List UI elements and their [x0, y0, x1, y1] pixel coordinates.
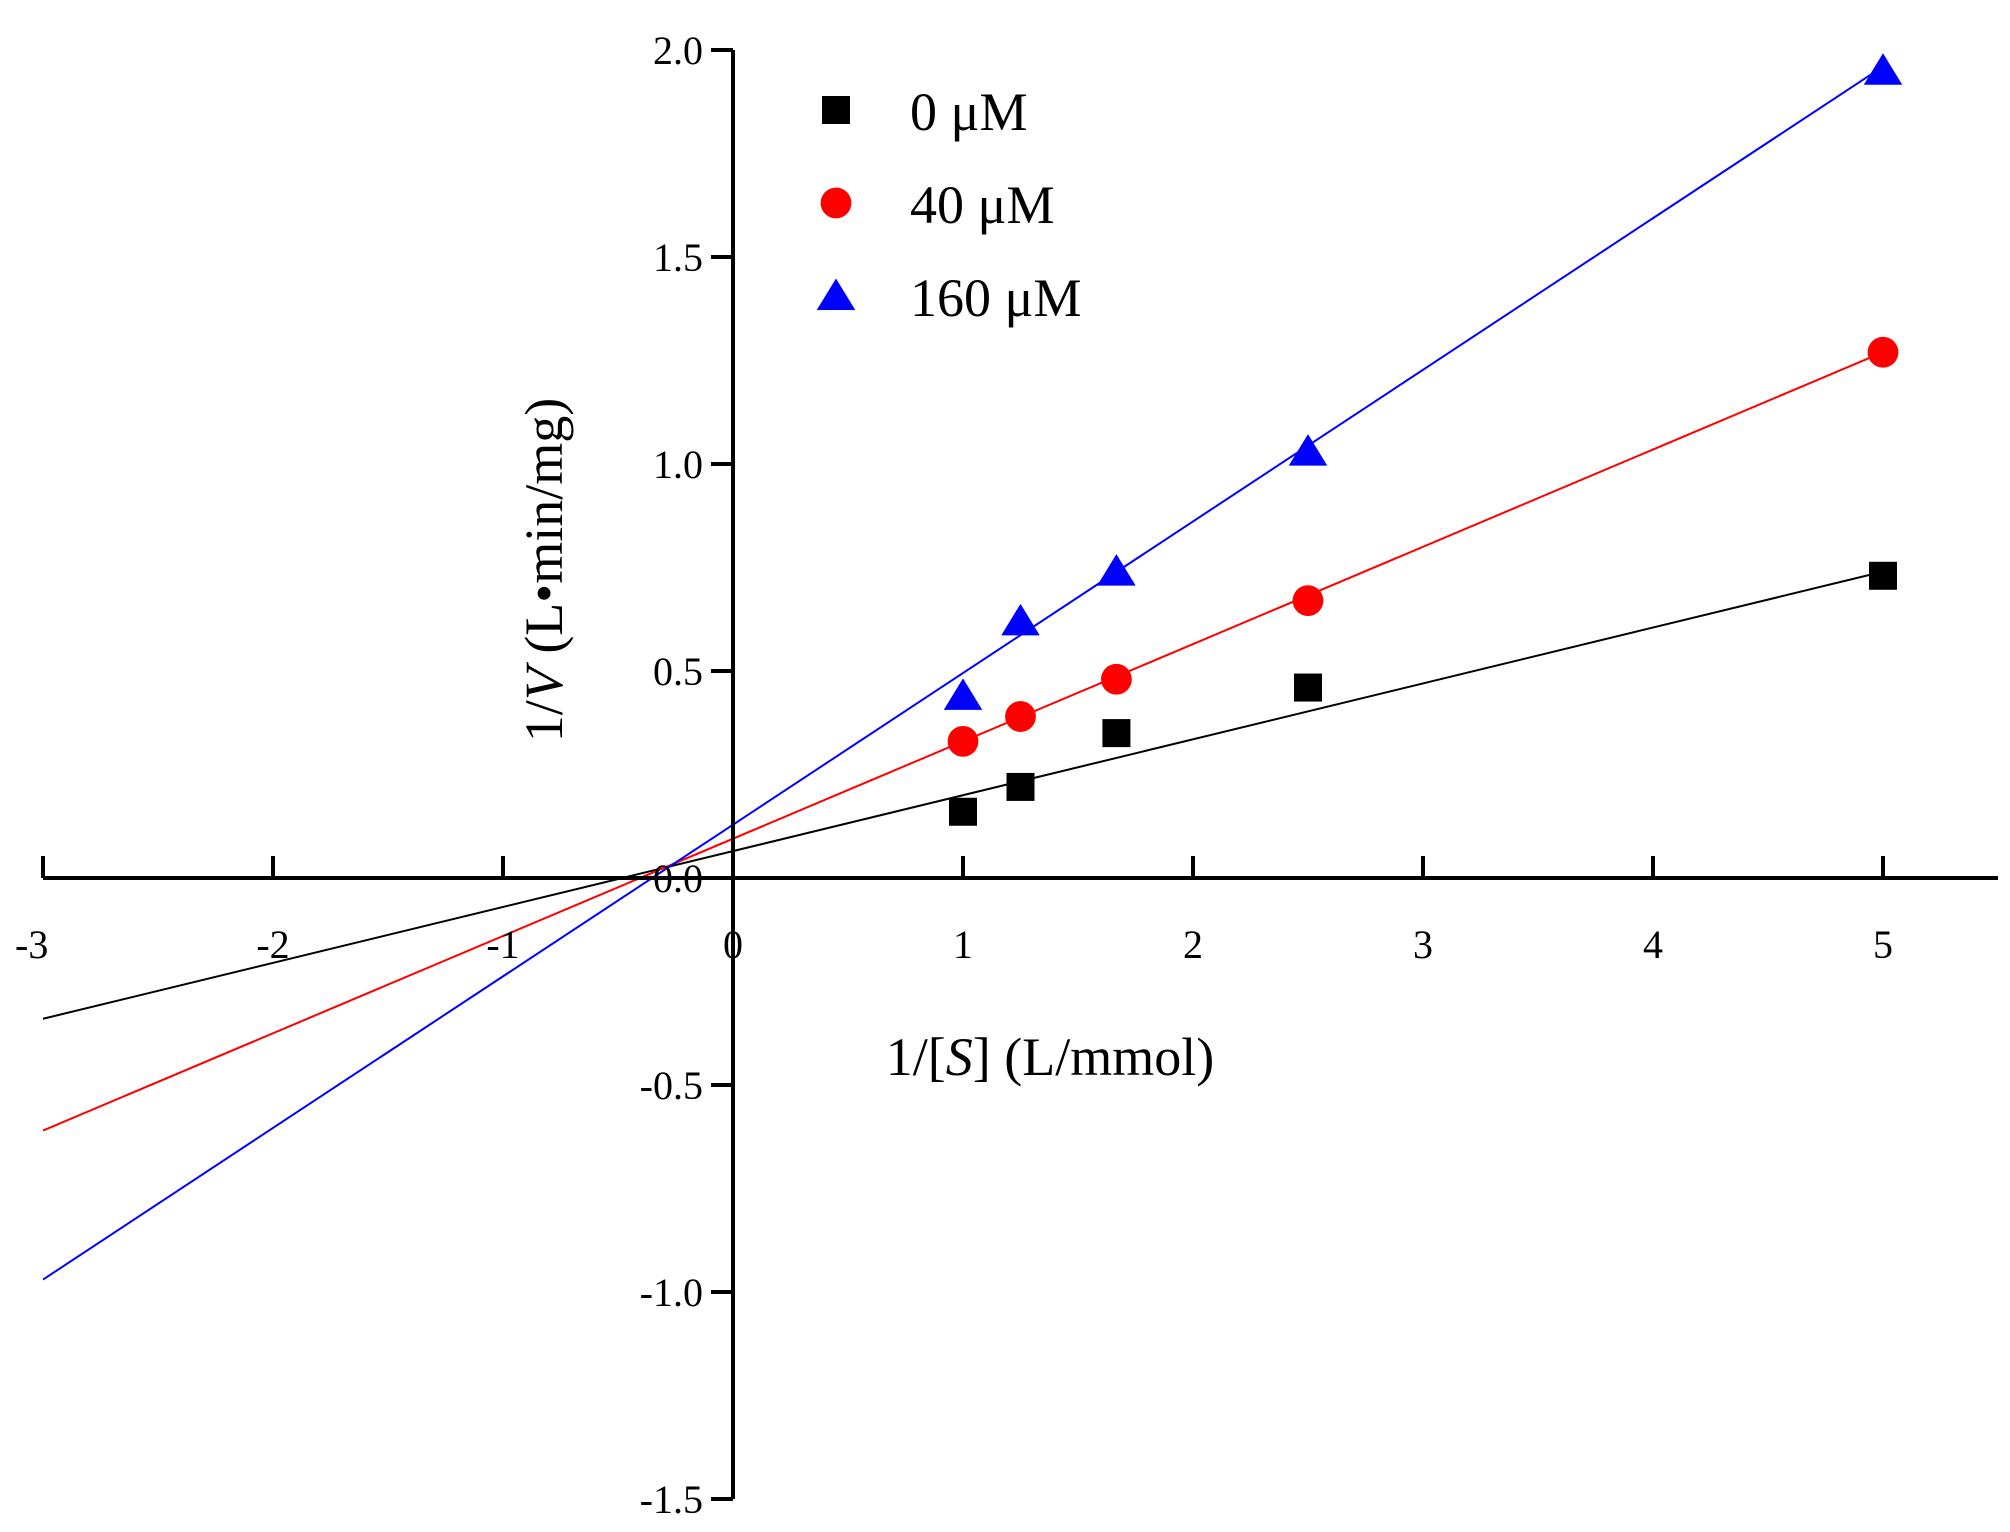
fit-line [42, 65, 1884, 1281]
data-point [1288, 434, 1328, 466]
y-tick-label: -1.5 [640, 1477, 703, 1522]
data-point [1867, 336, 1899, 368]
legend-label: 40 μM [910, 175, 1054, 235]
legend-marker [816, 278, 856, 310]
y-tick-label: 0.5 [653, 649, 703, 694]
data-point [1006, 772, 1035, 801]
y-axis-title: 1/V (L•min/mg) [514, 398, 574, 742]
x-tick-label: 5 [1873, 922, 1893, 967]
fit-line [42, 570, 1884, 1020]
data-point [1102, 719, 1131, 748]
data-point [1097, 554, 1136, 586]
data-point [943, 678, 983, 710]
y-tick-label: 1.0 [653, 442, 703, 487]
legend-label: 0 μM [910, 82, 1027, 142]
data-markers [943, 53, 1903, 826]
x-tick-label: 4 [1643, 922, 1663, 967]
legend-marker [820, 187, 852, 219]
y-tick-label: 0.0 [653, 856, 703, 901]
x-tick-label: -3 [15, 922, 48, 967]
x-tick-label: 3 [1413, 922, 1433, 967]
data-point [949, 797, 977, 826]
data-point [1869, 561, 1897, 590]
x-axis-title: 1/[S] (L/mmol) [886, 1027, 1214, 1087]
y-tick-label: 2.0 [653, 28, 703, 73]
x-tick-label: -1 [486, 922, 519, 967]
data-point [947, 725, 979, 757]
data-point [1292, 585, 1324, 617]
y-tick-label: 1.5 [653, 235, 703, 280]
data-point [1101, 663, 1132, 695]
y-tick-label: -1.0 [640, 1270, 703, 1315]
legend-label: 160 μM [910, 268, 1081, 328]
data-point [1005, 701, 1036, 732]
legend-marker [822, 96, 850, 124]
data-point [1294, 673, 1322, 702]
data-point [1863, 53, 1903, 85]
x-tick-label: -2 [256, 922, 289, 967]
x-tick-label: 1 [953, 922, 973, 967]
data-point [1001, 603, 1040, 636]
x-tick-label: 2 [1183, 922, 1203, 967]
fit-lines [42, 65, 1884, 1281]
legend: 0 μM 40 μM 160 μM [816, 82, 1081, 328]
x-tick-label: 0 [723, 922, 743, 967]
y-tick-label: -0.5 [640, 1063, 703, 1108]
ticks: -3 -2 -1 0 1 2 3 4 5 -1.5 -1.0 -0.5 0.0 0.5 1.0 1.5 2.0 [15, 28, 1893, 1522]
axes [43, 50, 1998, 1499]
